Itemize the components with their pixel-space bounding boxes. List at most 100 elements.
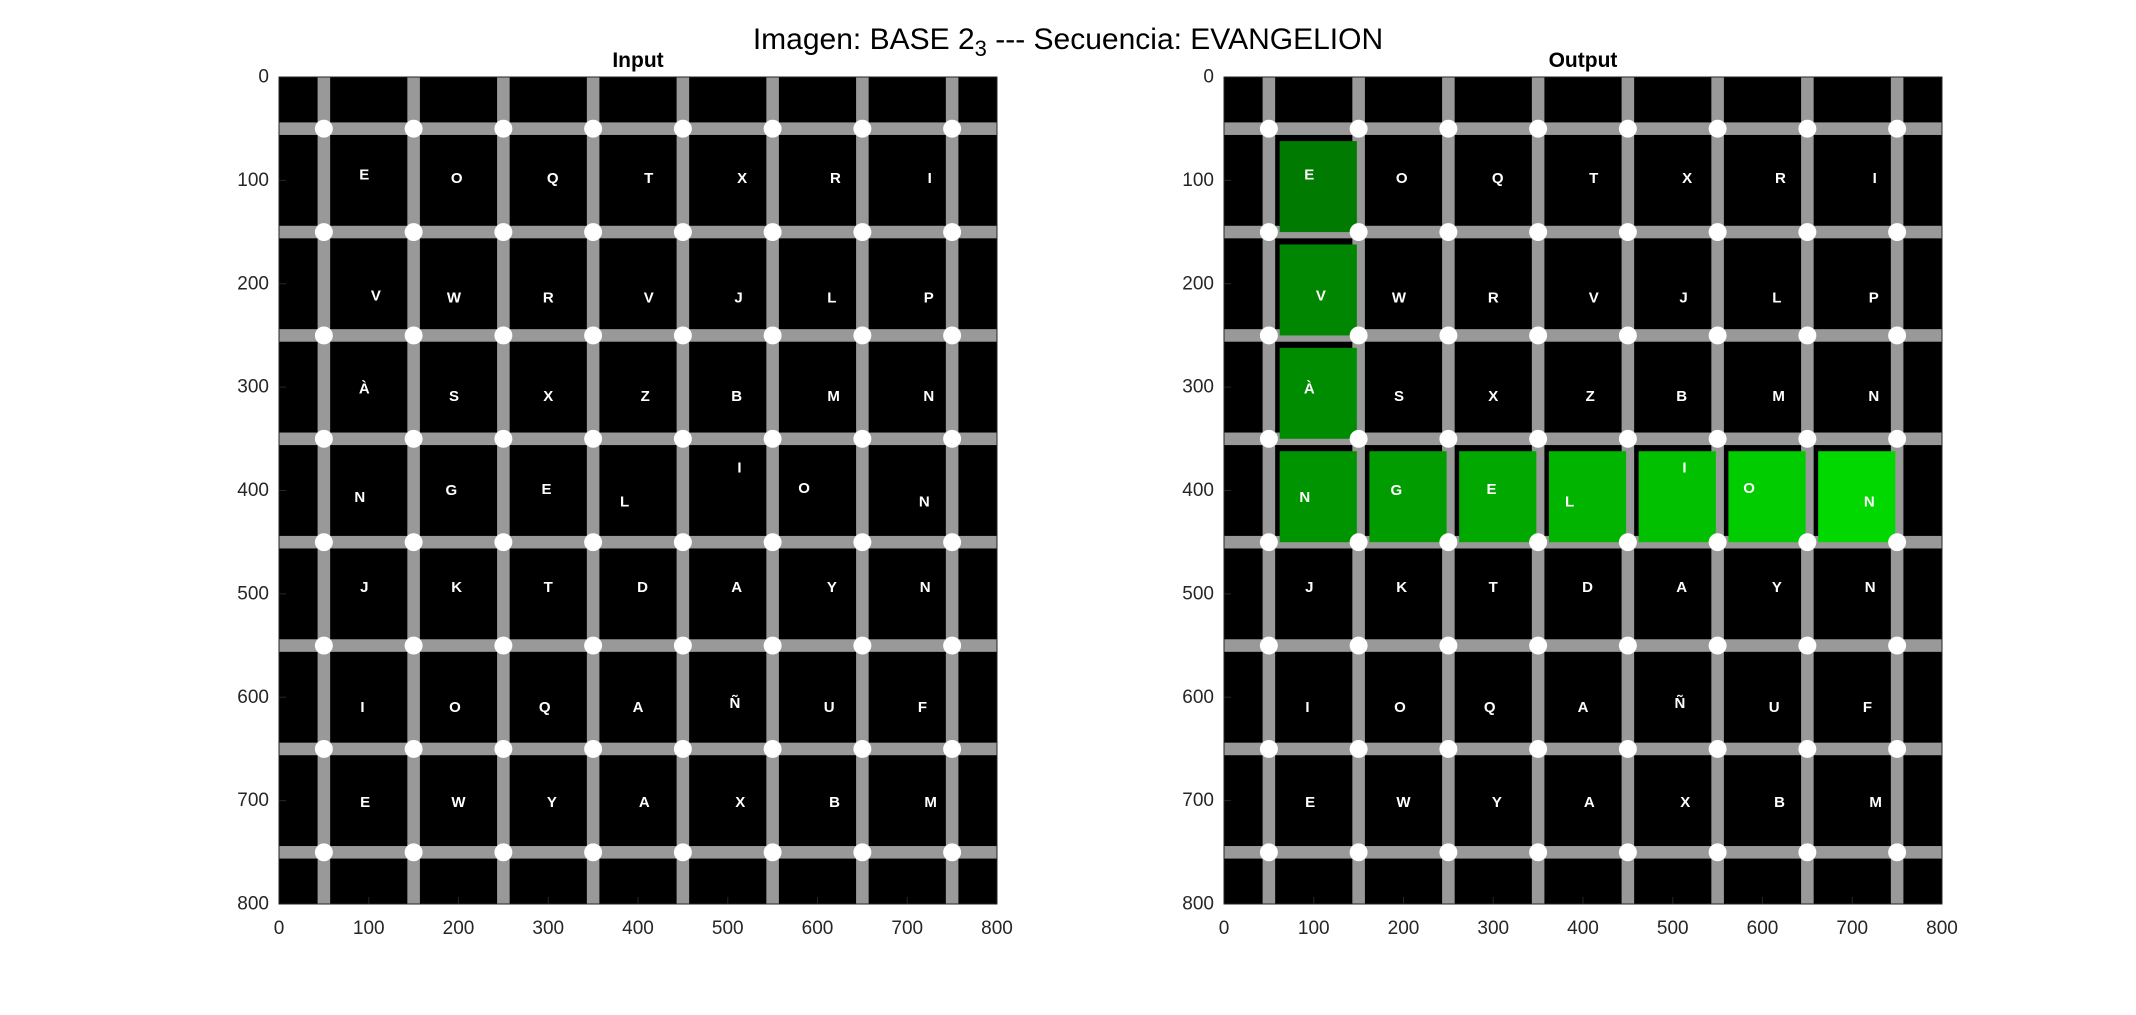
input-grid-node [584,843,603,862]
input-grid-line-horizontal [279,122,997,135]
input-y-tick-label: 700 [237,790,269,811]
input-grid-letter: W [451,794,466,811]
output-grid-letter: X [1682,170,1692,187]
output-grid-letter: E [1304,167,1314,184]
output-grid-letter: K [1396,579,1407,596]
output-grid-letter: G [1390,482,1402,499]
input-grid-node [853,843,872,862]
output-grid-letter: D [1582,579,1593,596]
output-grid-node [1529,533,1548,552]
input-grid-node [853,223,872,242]
input-x-tick-label: 800 [981,918,1013,939]
input-grid-node [404,739,423,758]
output-grid-letter: N [1865,579,1876,596]
output-grid-node [1439,739,1458,758]
input-grid-node [763,223,782,242]
output-grid-node [1708,533,1727,552]
input-grid-letter: Z [641,388,650,405]
input-grid-node [404,326,423,345]
input-grid-node [853,326,872,345]
input-grid-letter: I [360,699,364,716]
output-grid-letter: S [1394,388,1404,405]
input-grid-line-horizontal [279,432,997,446]
input-grid-line-vertical [676,77,690,904]
input-y-tick-label: 800 [237,894,269,915]
output-grid-node [1798,223,1817,242]
input-grid-letter: X [735,794,745,811]
input-grid-node [763,533,782,552]
output-highlight-cell [1279,141,1357,233]
input-grid-node [943,429,962,448]
output-highlight-cell [1728,451,1806,543]
output-grid-node [1529,326,1548,345]
input-grid-node [494,843,513,862]
output-grid-node [1529,429,1548,448]
input-grid-node [314,533,333,552]
input-grid-letter: X [737,170,747,187]
input-grid-letter: L [620,493,629,510]
input-grid-node [943,533,962,552]
input-grid-line-horizontal [279,535,997,549]
output-grid-letter: M [1772,388,1785,405]
input-grid-node [943,119,962,138]
input-grid-node [943,223,962,242]
output-axes: E O Q T X R I V W R V J L P À S X Z B M N N G E L I O N J K T D A Y N I O Q A Ñ… [1182,49,1958,939]
input-grid-letter: I [737,459,741,476]
output-grid-node [1439,429,1458,448]
output-highlight-cell [1369,451,1447,543]
output-highlight-cell [1548,451,1627,543]
input-grid-letter: A [633,699,644,716]
input-grid-node [584,533,603,552]
output-grid-node [1798,119,1817,138]
input-grid-node [494,636,513,655]
output-grid-letter: P [1869,290,1879,307]
input-grid-letter: Y [547,794,557,811]
output-grid-line-vertical [1801,77,1814,904]
input-grid-letter: R [543,290,554,307]
output-grid-line-vertical [1890,77,1904,904]
input-grid-letter: O [798,480,810,497]
output-grid-node [1259,326,1278,345]
output-y-tick-label: 500 [1182,583,1214,604]
input-grid-node [314,843,333,862]
input-grid-node [673,429,692,448]
output-grid-node [1798,739,1817,758]
output-grid-node [1798,533,1817,552]
output-grid-node [1888,843,1907,862]
output-grid-node [1439,326,1458,345]
input-grid-letter: F [918,699,927,716]
title-suffix: --- Secuencia: EVANGELION [986,23,1384,56]
input-grid-node [404,636,423,655]
output-grid-node [1529,119,1548,138]
input-y-tick-label: 400 [237,480,269,501]
input-grid-letter: P [924,290,934,307]
input-grid-node [494,119,513,138]
output-grid-letter: Y [1492,794,1502,811]
input-grid-node [853,636,872,655]
output-grid-letter: E [1305,794,1315,811]
input-grid-line-vertical [586,77,600,904]
input-grid-line-horizontal [279,742,997,756]
output-grid-letter: J [1305,579,1313,596]
input-grid-letter: O [451,170,463,187]
output-grid-node [1618,843,1637,862]
output-grid-node [1439,843,1458,862]
input-grid-node [584,119,603,138]
output-x-tick-label: 600 [1747,918,1779,939]
input-grid-node [584,636,603,655]
output-grid-node [1259,429,1278,448]
input-y-tick-label: 500 [237,583,269,604]
input-grid-node [494,739,513,758]
output-grid-letter: N [1868,388,1879,405]
output-grid-letter: Z [1586,388,1595,405]
input-grid-line-horizontal [279,329,997,342]
output-highlight-cell [1818,451,1896,543]
output-grid-letter: E [1486,481,1496,498]
input-grid-node [673,636,692,655]
output-grid-node [1708,739,1727,758]
output-grid-node [1708,636,1727,655]
output-grid-letter: J [1679,290,1687,307]
output-y-tick-label: 300 [1182,377,1214,398]
input-grid-node [404,429,423,448]
input-grid-node [494,429,513,448]
